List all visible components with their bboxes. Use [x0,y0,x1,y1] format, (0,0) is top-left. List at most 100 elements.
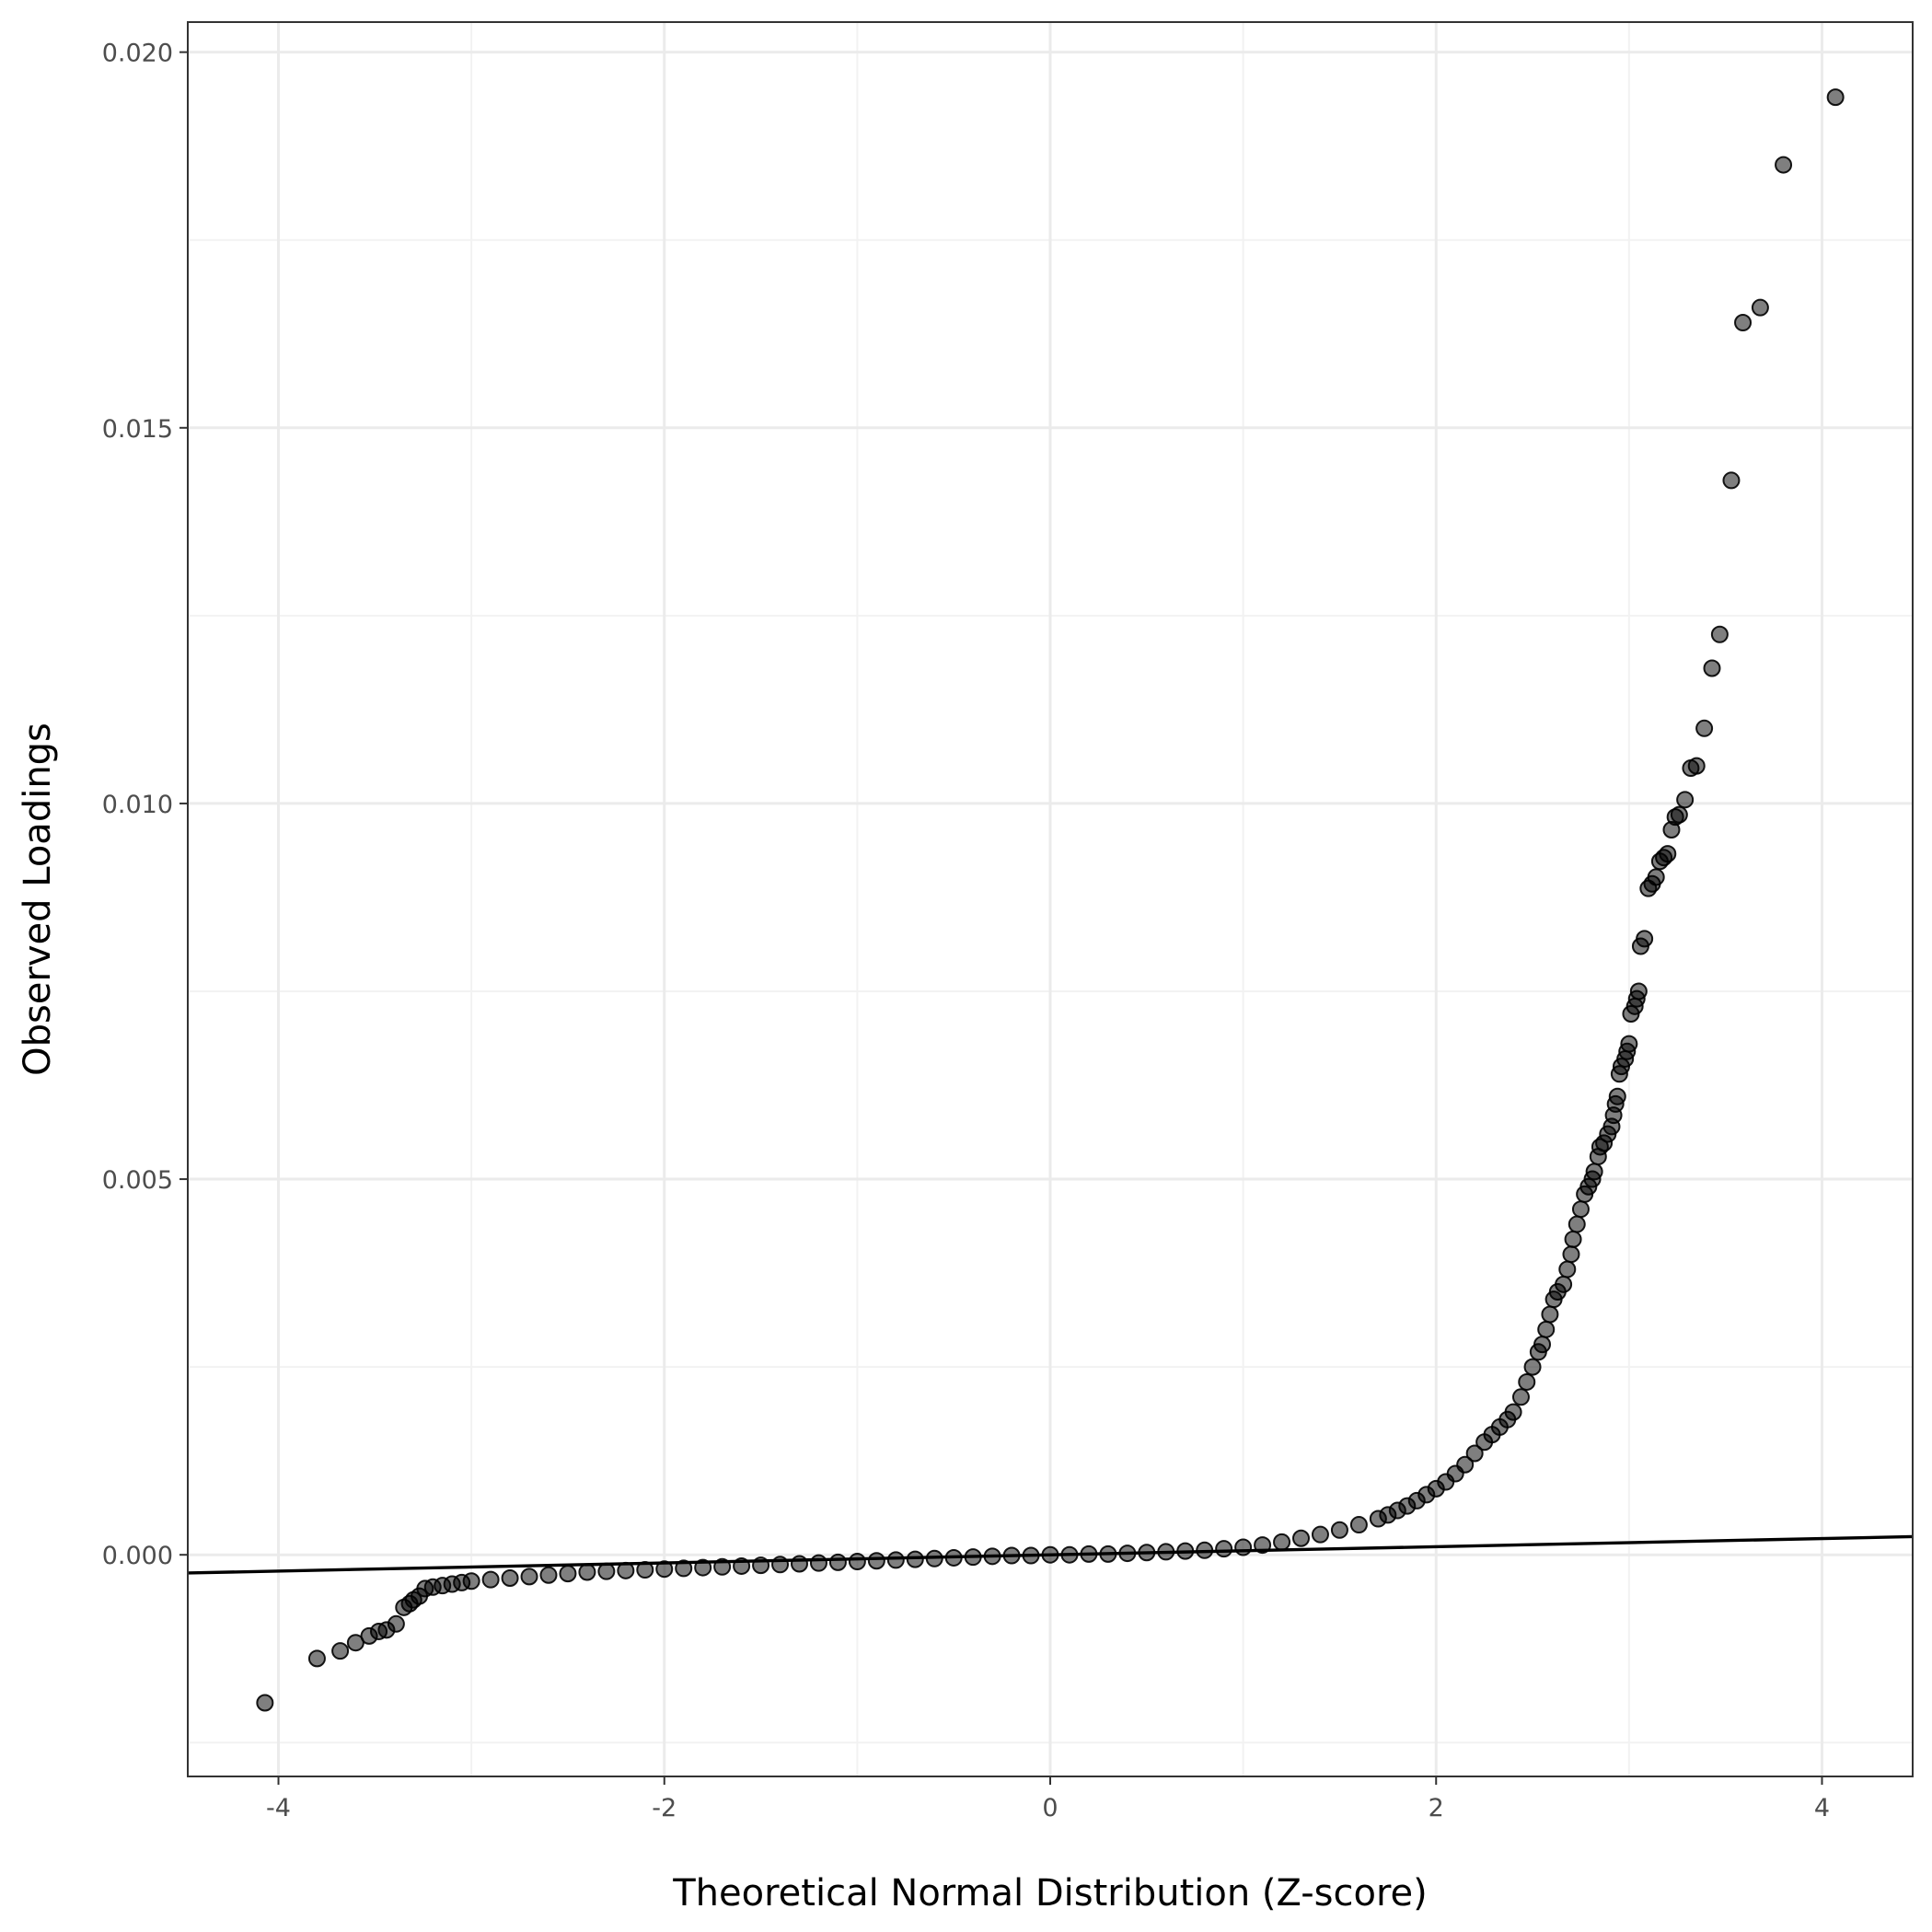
data-point [1118,1544,1137,1563]
data-point [906,1550,924,1568]
data-point [1541,1305,1559,1324]
data-point [636,1561,654,1579]
data-point [1273,1533,1291,1551]
data-point [1215,1540,1233,1558]
data-point [1751,298,1769,317]
x-axis: -4 -2 0 2 4 [266,1776,1830,1822]
data-point [1529,1343,1547,1361]
data-point [360,1626,378,1645]
data-point [1610,1065,1628,1083]
data-point [597,1562,616,1580]
data-point [1662,820,1681,839]
data-point [964,1548,982,1567]
data-point [539,1566,558,1584]
data-point [925,1549,943,1568]
data-point [1475,1433,1494,1452]
data-point [790,1555,808,1573]
x-tick-label: -4 [266,1794,291,1822]
y-tick-label: 0.010 [102,791,173,819]
data-point [617,1561,635,1579]
data-point [1138,1544,1156,1562]
data-point [1544,1290,1563,1309]
data-point [1568,1215,1586,1233]
data-point [848,1553,866,1571]
y-axis: 0.000 0.005 0.010 0.015 0.020 [102,40,188,1570]
data-point [501,1569,519,1588]
data-point [1002,1546,1021,1565]
data-point [867,1552,885,1570]
x-tick-label: 2 [1429,1794,1444,1822]
data-point [481,1570,500,1589]
data-point [1311,1525,1329,1544]
data-point [1518,1372,1536,1391]
data-point [1558,1260,1577,1278]
data-point [675,1559,693,1578]
data-point [1564,1230,1582,1248]
data-point [1080,1544,1098,1563]
data-point [1562,1245,1580,1264]
y-tick-label: 0.000 [102,1542,173,1570]
data-point [1022,1546,1040,1565]
y-tick-label: 0.005 [102,1166,173,1195]
data-point [655,1560,674,1579]
x-tick-label: 4 [1814,1794,1830,1822]
x-tick-label: 0 [1042,1794,1058,1822]
data-point [1682,759,1700,778]
data-point [1465,1444,1484,1463]
data-point [1576,1185,1594,1203]
data-point [1775,156,1793,174]
data-point [1234,1538,1253,1556]
data-point [944,1548,963,1567]
data-point [1571,1200,1590,1219]
data-point [983,1547,1001,1566]
data-point [395,1598,413,1616]
y-tick-label: 0.015 [102,415,173,444]
data-point [1589,1148,1607,1166]
data-point [1511,1388,1530,1406]
data-point [1722,471,1741,490]
data-point [1176,1542,1195,1560]
data-point [1523,1358,1542,1376]
data-point [1631,937,1649,955]
x-tick-label: -2 [652,1794,677,1822]
data-point [520,1568,538,1586]
data-point [1676,791,1695,809]
data-point [694,1558,712,1577]
data-point [1157,1543,1175,1561]
data-point [1099,1544,1117,1563]
data-point [1695,719,1714,737]
data-point [1639,879,1658,897]
data-point [1254,1536,1272,1555]
data-point [1650,852,1669,871]
data-point [1060,1545,1079,1564]
data-point [733,1556,751,1575]
data-point [1041,1545,1059,1564]
data-point [771,1556,790,1574]
data-point [578,1563,596,1581]
data-point [886,1551,905,1569]
data-points [256,88,1845,1712]
data-point [809,1554,827,1572]
data-point [713,1557,732,1576]
y-axis-title: Observed Loadings [17,723,59,1076]
data-point [1330,1521,1348,1539]
data-point [1710,625,1729,643]
data-point [307,1649,326,1668]
data-point [1622,1004,1640,1023]
data-point [346,1634,364,1652]
data-point [256,1694,274,1712]
x-axis-title: Theoretical Normal Distribution (Z-score… [672,1872,1428,1915]
y-tick-label: 0.020 [102,40,173,68]
data-point [1826,88,1845,107]
data-point [331,1642,350,1660]
data-point [1349,1516,1368,1534]
data-point [1369,1510,1387,1528]
data-point [1196,1541,1214,1559]
data-point [559,1565,577,1583]
data-point [1703,659,1721,677]
data-point [752,1556,770,1575]
data-point [828,1553,847,1571]
data-point [1537,1320,1556,1338]
data-point [1734,314,1753,332]
